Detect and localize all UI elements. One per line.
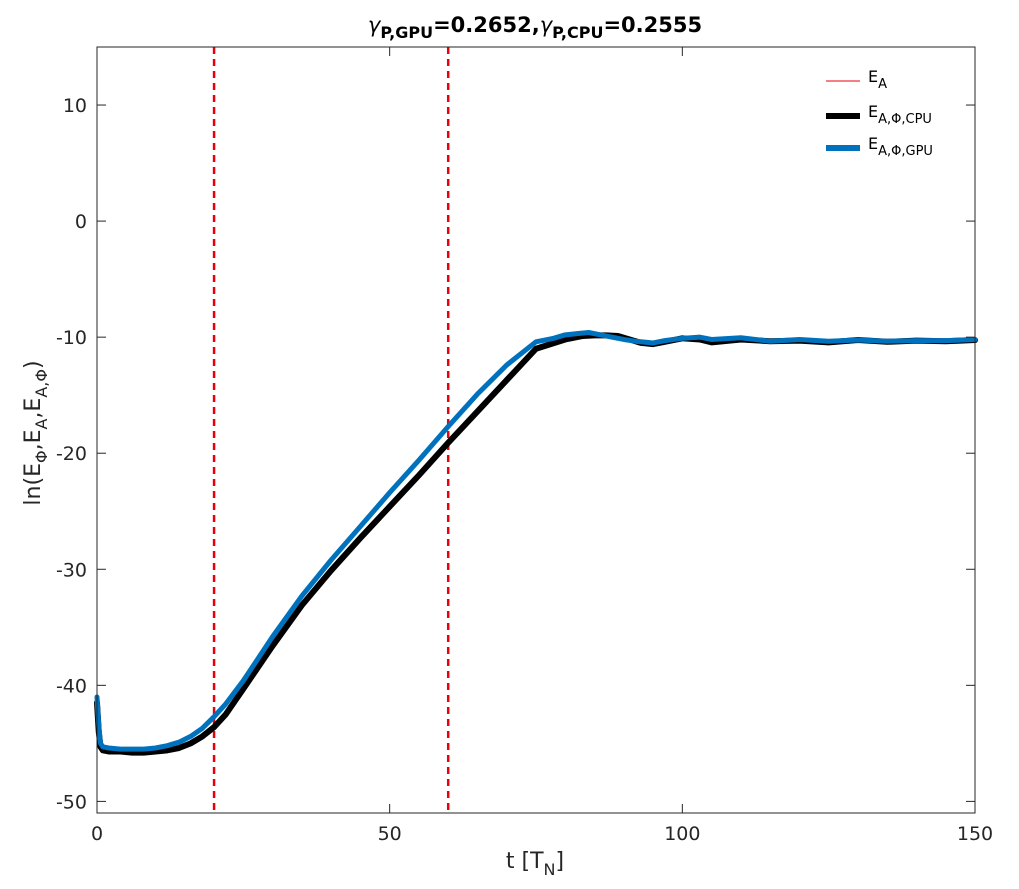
x-tick-label: 0 <box>91 823 103 845</box>
y-axis-label-part-4: ) <box>21 360 46 369</box>
data-series <box>94 330 978 756</box>
legend-label-ea: EA <box>868 67 887 92</box>
legend-cpu-main: E <box>868 102 878 121</box>
series-line-1 <box>94 332 978 756</box>
x-tick-label: 100 <box>664 823 700 845</box>
legend: EA EA,Φ,CPU EA,Φ,GPU <box>826 67 933 159</box>
legend-label-gpu: EA,Φ,GPU <box>868 134 933 159</box>
reference-lines <box>212 47 450 813</box>
x-axis-label-end: ] <box>556 849 565 874</box>
legend-gpu-main: E <box>868 134 878 153</box>
x-axis-label-main: t [T <box>506 849 544 874</box>
title-value-2: =0.2555 <box>603 13 702 37</box>
title-sub-1: P,GPU <box>380 23 433 42</box>
title-gamma-2: γ <box>540 13 554 37</box>
legend-ea-sub: A <box>878 77 887 92</box>
y-axis-label-part-2: ,E <box>21 430 46 451</box>
y-axis-label-sub-1: Φ <box>32 450 51 463</box>
y-tick-label: -20 <box>56 443 87 465</box>
y-tick-label: 10 <box>63 95 87 117</box>
legend-cpu-sub: A,Φ,CPU <box>878 112 932 127</box>
y-axis-label-part-3: ,E <box>21 398 46 419</box>
y-tick-label: -50 <box>56 791 87 813</box>
x-tick-label: 50 <box>378 823 402 845</box>
title-value-1: =0.2652, <box>433 13 540 37</box>
legend-label-cpu: EA,Φ,CPU <box>868 102 932 127</box>
plot-frame <box>96 46 976 814</box>
y-axis-label-sub-3: A,Φ <box>32 369 51 398</box>
y-axis-label-part-1: ln(E <box>21 463 46 506</box>
legend-ea-main: E <box>868 67 878 86</box>
x-axis-label: t [TN] <box>506 849 564 879</box>
y-tick-label: -30 <box>56 559 87 581</box>
chart-title: γP,GPU=0.2652,γP,CPU=0.2555 <box>368 13 702 42</box>
y-axis-label-sub-2: A <box>32 419 51 430</box>
y-tick-label: 0 <box>75 211 87 233</box>
x-tick-label: 150 <box>957 823 993 845</box>
y-tick-label: -10 <box>56 327 87 349</box>
y-tick-label: -40 <box>56 675 87 697</box>
title-gamma-1: γ <box>368 13 382 37</box>
legend-gpu-sub: A,Φ,GPU <box>878 144 933 159</box>
x-axis-label-sub: N <box>544 860 556 879</box>
y-axis-label: ln(EΦ,EA,EA,Φ) <box>21 360 51 505</box>
title-sub-2: P,CPU <box>552 23 603 42</box>
series-line-2 <box>94 330 978 752</box>
